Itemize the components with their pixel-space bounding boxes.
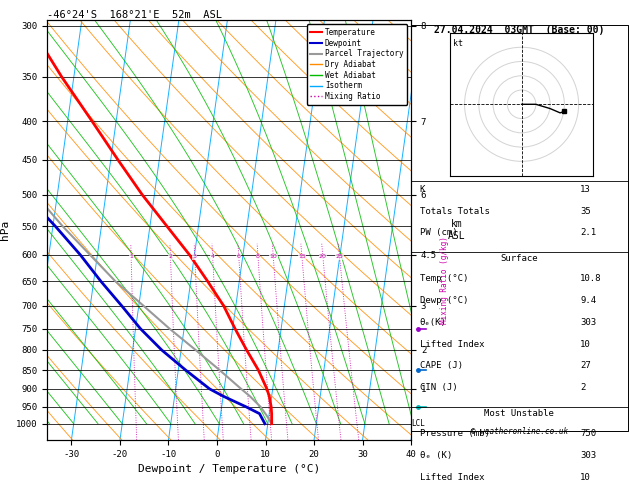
Y-axis label: hPa: hPa [1, 220, 11, 240]
Text: 3: 3 [192, 254, 197, 259]
Text: Temp (°C): Temp (°C) [420, 274, 468, 283]
Text: -46°24'S  168°21'E  52m  ASL: -46°24'S 168°21'E 52m ASL [47, 10, 222, 19]
Text: Surface: Surface [501, 255, 538, 263]
Text: 303: 303 [580, 451, 596, 460]
Text: 8: 8 [256, 254, 260, 259]
Text: kt: kt [453, 39, 463, 48]
Text: © weatheronline.co.uk: © weatheronline.co.uk [471, 427, 568, 435]
Text: Mixing Ratio (g/kg): Mixing Ratio (g/kg) [440, 237, 449, 324]
Text: 2.1: 2.1 [580, 228, 596, 238]
Text: Pressure (mb): Pressure (mb) [420, 429, 489, 438]
Text: Dewp (°C): Dewp (°C) [420, 296, 468, 305]
Text: 10: 10 [580, 472, 591, 482]
Text: 4: 4 [211, 254, 214, 259]
Text: θₑ(K): θₑ(K) [420, 318, 447, 327]
Text: 6: 6 [237, 254, 241, 259]
Text: 1: 1 [129, 254, 133, 259]
Text: 10.8: 10.8 [580, 274, 601, 283]
Text: 2: 2 [169, 254, 172, 259]
Text: 13: 13 [580, 185, 591, 194]
Text: K: K [420, 185, 425, 194]
Text: 27: 27 [580, 362, 591, 370]
Text: 10: 10 [269, 254, 277, 259]
Text: θₑ (K): θₑ (K) [420, 451, 452, 460]
Text: Lifted Index: Lifted Index [420, 340, 484, 348]
Text: 35: 35 [580, 207, 591, 216]
Text: 10: 10 [580, 340, 591, 348]
X-axis label: Dewpoint / Temperature (°C): Dewpoint / Temperature (°C) [138, 464, 320, 474]
Text: CAPE (J): CAPE (J) [420, 362, 463, 370]
Text: 2: 2 [580, 383, 586, 392]
Text: Lifted Index: Lifted Index [420, 472, 484, 482]
Text: 27.04.2024  03GMT  (Base: 00): 27.04.2024 03GMT (Base: 00) [434, 25, 604, 35]
Legend: Temperature, Dewpoint, Parcel Trajectory, Dry Adiabat, Wet Adiabat, Isotherm, Mi: Temperature, Dewpoint, Parcel Trajectory… [306, 24, 408, 105]
Text: 750: 750 [580, 429, 596, 438]
Text: 303: 303 [580, 318, 596, 327]
Text: 9.4: 9.4 [580, 296, 596, 305]
Text: Most Unstable: Most Unstable [484, 409, 554, 418]
Y-axis label: km
ASL: km ASL [448, 219, 465, 241]
Text: CIN (J): CIN (J) [420, 383, 457, 392]
Text: 15: 15 [298, 254, 306, 259]
Text: PW (cm): PW (cm) [420, 228, 457, 238]
Text: 25: 25 [336, 254, 343, 259]
Text: LCL: LCL [411, 419, 425, 428]
Text: Totals Totals: Totals Totals [420, 207, 489, 216]
Text: 20: 20 [319, 254, 327, 259]
